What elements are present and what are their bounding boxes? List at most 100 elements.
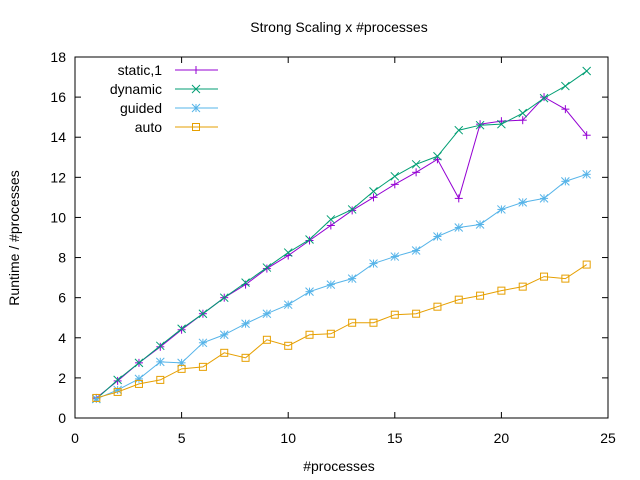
data-point [326,215,336,224]
series-line [96,173,587,400]
tick-labels: 0 5 10 15 20 25 0 2 4 6 8 10 12 14 16 18 [50,49,616,446]
data-point [582,260,591,269]
series-line [95,70,587,400]
data-point [433,232,442,241]
series-dynamic [91,66,592,404]
legend-entry: auto [135,119,218,135]
y-tick-label: 0 [58,410,66,426]
data-point [241,353,250,362]
plot-frame [74,56,609,419]
y-tick-label: 10 [50,209,66,225]
axes [74,56,609,419]
series-line [96,96,588,399]
data-point [582,169,592,179]
data-point [241,319,250,329]
data-point [191,103,201,113]
data-point [198,338,208,348]
data-point [561,274,570,283]
data-point [518,198,528,207]
data-point [390,171,400,181]
data-point [177,324,186,334]
data-point [390,252,400,261]
y-tick-label: 2 [58,370,66,386]
x-axis-label: #processes [303,458,375,474]
data-point [433,302,442,311]
data-point [156,375,165,384]
data-point [454,194,463,203]
data-point [198,362,207,371]
data-point [177,364,186,373]
data-point [369,259,378,268]
data-point [369,193,378,202]
data-point [347,274,357,283]
data-point [497,205,506,214]
y-tick-label: 6 [58,290,66,306]
y-tick-label: 8 [58,250,66,266]
chart-title: Strong Scaling x #processes [250,19,427,35]
data-point [305,287,314,297]
data-point [241,278,250,287]
data-point [262,309,272,319]
data-point [347,205,357,214]
y-axis-label: Runtime / #processes [6,170,22,305]
data-point [475,120,485,130]
data-point [369,187,378,196]
data-point [305,235,314,244]
data-point [219,330,229,340]
data-point [284,341,293,350]
data-point [412,168,421,177]
legend-entry: dynamic [110,81,218,97]
data-point [476,291,485,300]
data-point [113,375,122,385]
data-point [191,84,201,94]
data-point [326,221,335,230]
data-point [305,330,314,339]
data-point [411,159,421,169]
data-point [476,120,485,129]
x-tick-label: 10 [280,430,296,446]
data-point [155,357,165,367]
data-point [497,286,506,295]
legend-label: dynamic [110,81,162,97]
data-point [475,220,485,229]
data-point [134,379,143,388]
data-point [134,374,144,384]
data-point [92,393,101,402]
y-tick-label: 12 [50,169,66,185]
data-point [305,236,314,245]
data-point [561,105,570,114]
data-point [518,116,527,125]
x-tick-label: 25 [600,430,616,446]
data-point [561,81,570,91]
y-tick-label: 16 [50,89,66,105]
x-tick-label: 0 [71,430,79,446]
y-tick-label: 18 [50,49,66,65]
data-point [539,93,549,103]
data-point [518,282,527,291]
data-point [454,223,464,232]
series-line [96,264,587,399]
data-point [262,335,271,344]
legend-entry: static,1 [118,62,218,78]
series-guided [91,169,592,404]
data-point [192,123,200,131]
data-point [326,280,336,289]
data-point [518,108,528,118]
data-point [497,119,506,129]
data-point [113,385,122,395]
data-point [411,246,421,255]
data-point [454,125,464,135]
data-point [412,309,421,318]
data-point [113,376,122,385]
legend: static,1 dynamic guided auto [110,62,218,135]
data-point [369,318,378,327]
data-point [582,131,591,140]
data-point [326,329,335,338]
x-tick-label: 5 [178,430,186,446]
data-point [582,66,592,76]
data-point [220,348,229,357]
legend-label: auto [135,119,162,135]
series-group [91,66,592,404]
data-point [219,293,229,303]
